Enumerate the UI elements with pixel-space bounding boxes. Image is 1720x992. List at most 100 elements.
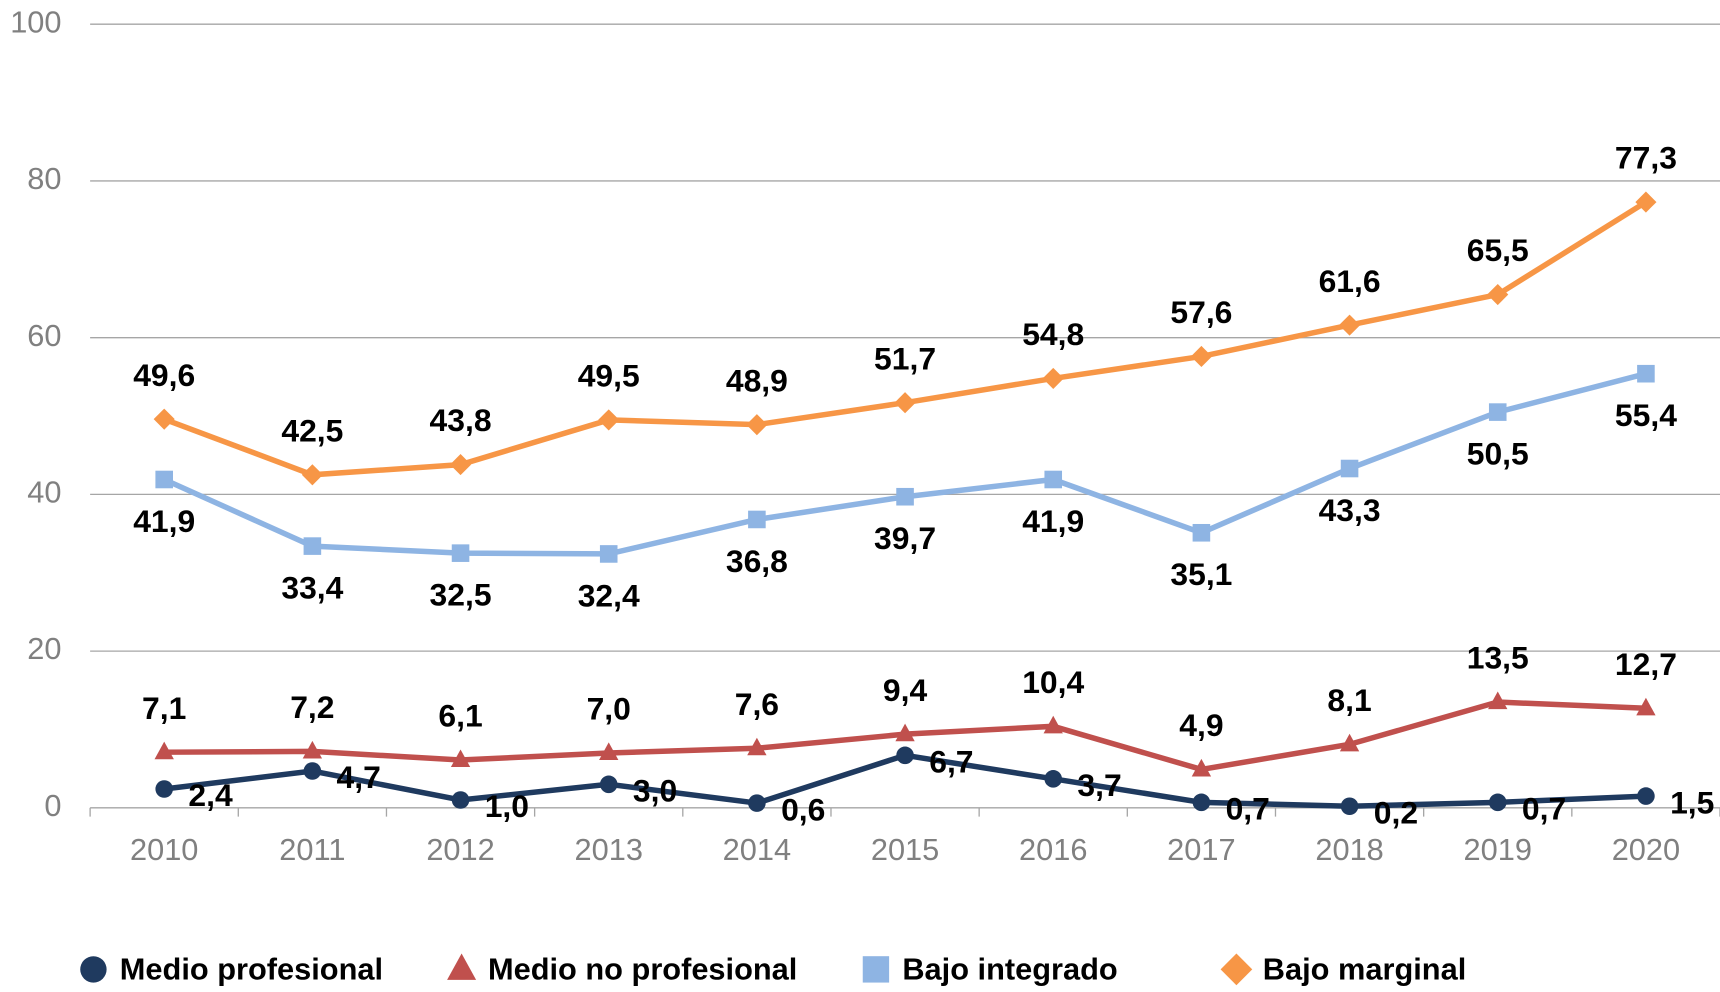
marker [896, 746, 914, 765]
data-label: 77,3 [1615, 140, 1677, 176]
marker [748, 510, 766, 529]
data-label: 39,7 [874, 520, 936, 556]
legend-label: Medio profesional [120, 952, 383, 987]
data-label: 0,7 [1522, 791, 1566, 827]
marker [599, 545, 618, 563]
marker [748, 794, 766, 812]
data-label: 7,6 [735, 686, 779, 722]
marker [895, 723, 915, 742]
marker [1220, 953, 1253, 986]
data-label: 8,1 [1327, 682, 1371, 718]
marker [1339, 314, 1361, 336]
marker [449, 454, 472, 476]
x-tick-label: 2019 [1464, 832, 1532, 867]
x-tick-label: 2020 [1612, 832, 1680, 867]
data-label: 4,9 [1179, 707, 1223, 743]
marker [302, 740, 323, 759]
x-tick-label: 2011 [279, 832, 345, 867]
data-label: 32,5 [430, 577, 492, 613]
data-label: 55,4 [1615, 397, 1677, 433]
data-label: 1,0 [485, 788, 529, 824]
marker [1190, 345, 1212, 368]
marker [1488, 793, 1507, 812]
marker [1488, 691, 1508, 710]
data-label: 51,7 [874, 340, 936, 376]
marker [1043, 715, 1063, 734]
data-label: 3,0 [633, 773, 677, 809]
data-label: 3,7 [1077, 767, 1121, 803]
marker [896, 487, 914, 506]
marker [1635, 191, 1657, 213]
data-label: 13,5 [1467, 640, 1529, 676]
marker [301, 464, 323, 486]
data-label: 1,5 [1670, 784, 1714, 820]
y-tick-label: 60 [27, 318, 61, 353]
marker [1042, 367, 1064, 389]
data-label: 43,3 [1319, 492, 1381, 528]
marker [303, 762, 322, 780]
marker [1340, 797, 1359, 816]
series-line [163, 199, 1648, 478]
marker [598, 409, 620, 431]
x-tick-label: 2012 [426, 832, 494, 867]
marker [894, 392, 916, 414]
marker [1488, 403, 1507, 421]
marker [155, 470, 173, 489]
marker [1637, 364, 1655, 383]
data-label: 65,5 [1467, 232, 1529, 268]
data-label: 12,7 [1615, 646, 1677, 682]
data-label: 57,6 [1170, 294, 1232, 330]
marker [450, 749, 471, 768]
y-tick-label: 100 [10, 4, 61, 39]
data-label: 2,4 [188, 777, 233, 813]
marker [447, 953, 477, 980]
data-label: 35,1 [1170, 556, 1232, 592]
y-tick-label: 40 [27, 475, 61, 510]
x-tick-label: 2013 [574, 832, 642, 867]
marker [1044, 770, 1063, 788]
data-label: 42,5 [281, 412, 343, 448]
marker [599, 775, 618, 794]
x-tick-label: 2018 [1315, 832, 1383, 867]
data-label: 7,1 [142, 690, 186, 726]
legend-label: Bajo integrado [902, 952, 1117, 987]
data-label: 41,9 [1022, 503, 1084, 539]
marker [1636, 697, 1656, 716]
data-label: 0,2 [1374, 794, 1418, 830]
data-label: 54,8 [1022, 316, 1084, 352]
marker [451, 791, 470, 809]
data-label: 48,9 [726, 362, 788, 398]
y-tick-label: 0 [44, 788, 61, 823]
marker [1191, 758, 1212, 777]
data-label: 43,8 [430, 402, 492, 438]
marker [746, 414, 768, 436]
data-label: 0,6 [781, 791, 825, 827]
data-label: 41,9 [133, 503, 195, 539]
marker [1340, 459, 1359, 478]
x-tick-label: 2015 [871, 832, 939, 867]
data-label: 0,7 [1226, 791, 1270, 827]
x-tick-label: 2017 [1167, 832, 1235, 867]
data-label: 49,6 [133, 357, 195, 393]
marker [1637, 787, 1655, 805]
legend-label: Bajo marginal [1263, 952, 1466, 987]
x-tick-label: 2014 [723, 832, 791, 867]
marker [747, 737, 767, 756]
marker [1192, 793, 1211, 812]
data-label: 49,5 [578, 358, 640, 394]
marker [80, 956, 107, 983]
data-label: 6,1 [438, 698, 482, 734]
data-label: 33,4 [281, 569, 343, 605]
data-label: 9,4 [883, 672, 928, 708]
x-tick-label: 2016 [1019, 832, 1087, 867]
data-label: 50,5 [1467, 435, 1529, 471]
marker [862, 956, 890, 983]
marker [1044, 470, 1063, 489]
marker [451, 544, 470, 562]
marker [1487, 284, 1509, 306]
marker [153, 408, 175, 430]
legend-label: Medio no profesional [488, 952, 797, 987]
data-label: 7,0 [587, 691, 631, 727]
data-label: 6,7 [929, 744, 973, 780]
